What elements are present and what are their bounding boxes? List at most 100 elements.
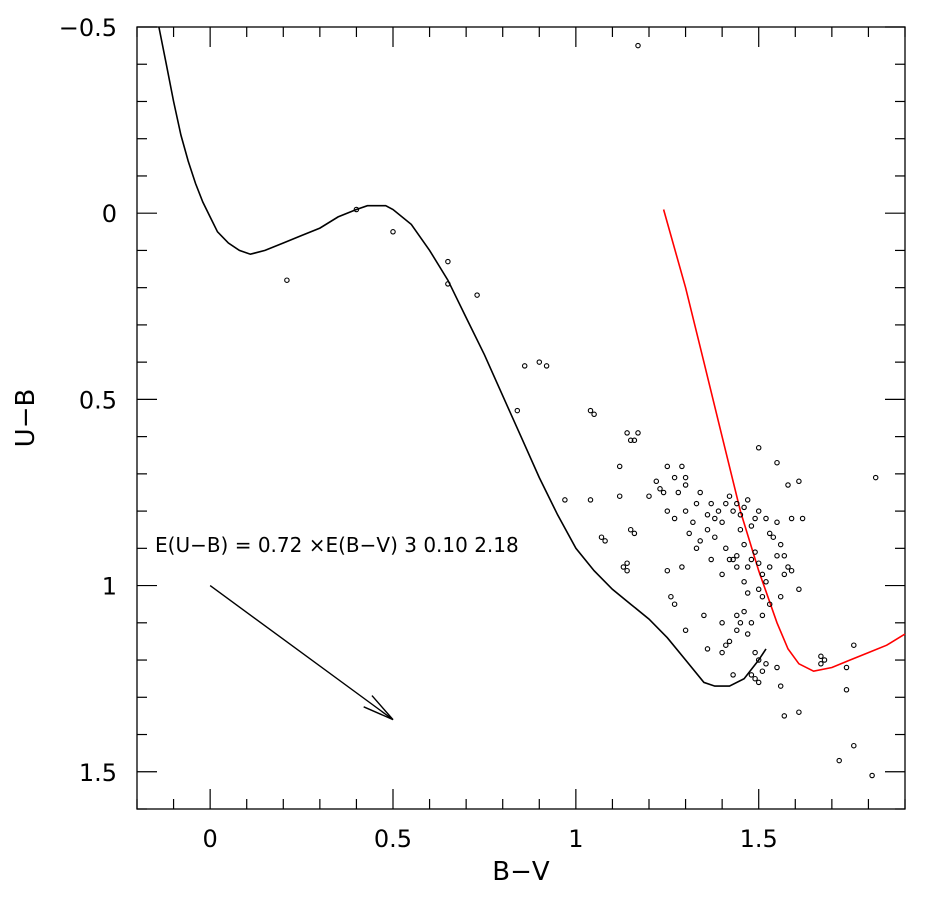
star-point xyxy=(734,612,740,619)
star-point xyxy=(536,359,543,365)
star-point xyxy=(755,560,762,566)
star-point xyxy=(624,567,630,574)
star-point xyxy=(704,526,711,533)
star-point xyxy=(697,489,703,496)
star-point xyxy=(781,571,788,578)
y-tick-label: −0.5 xyxy=(59,14,117,42)
star-point xyxy=(752,649,758,656)
y-tick-label: 1 xyxy=(102,573,117,601)
star-point xyxy=(693,500,700,507)
star-point xyxy=(697,538,703,544)
reddening-arrow-shaft xyxy=(209,585,394,721)
star-point xyxy=(624,560,630,566)
star-point xyxy=(796,478,802,485)
star-point xyxy=(701,612,707,619)
star-point xyxy=(723,500,729,507)
star-point xyxy=(763,515,769,522)
star-point xyxy=(284,277,290,283)
star-point xyxy=(774,519,780,526)
star-point xyxy=(851,742,857,749)
star-point xyxy=(821,657,828,663)
star-point xyxy=(671,601,678,607)
star-point xyxy=(682,482,689,488)
star-point xyxy=(796,586,802,593)
x-tick-label: 1.5 xyxy=(740,825,778,853)
star-point xyxy=(759,593,766,600)
star-point xyxy=(353,206,360,213)
star-point xyxy=(843,687,850,693)
star-point xyxy=(766,564,773,570)
star-point xyxy=(755,445,762,451)
star-point xyxy=(752,515,758,522)
star-point xyxy=(774,459,780,466)
y-tick-label: 1.5 xyxy=(79,759,117,787)
star-point xyxy=(679,564,685,570)
star-point xyxy=(664,508,671,514)
star-point xyxy=(587,407,594,414)
star-point xyxy=(726,638,733,645)
star-point xyxy=(744,564,751,570)
star-point xyxy=(664,567,671,574)
star-point xyxy=(445,258,451,265)
star-point xyxy=(777,683,784,689)
star-point xyxy=(726,493,733,499)
star-point xyxy=(744,497,751,503)
star-point xyxy=(777,593,784,600)
star-point xyxy=(752,549,758,555)
star-point xyxy=(704,646,711,652)
star-point xyxy=(390,229,396,235)
star-point xyxy=(660,489,667,496)
star-point xyxy=(737,512,744,518)
star-point xyxy=(785,482,791,488)
star-point xyxy=(734,553,740,559)
y-tick-label: 0 xyxy=(102,200,117,228)
star-point xyxy=(737,620,744,626)
star-point xyxy=(616,463,623,470)
star-point xyxy=(646,493,652,499)
x-axis-label: B−V xyxy=(492,857,550,887)
star-point xyxy=(627,437,634,444)
star-point xyxy=(631,530,638,537)
star-point xyxy=(679,463,685,470)
star-point xyxy=(755,508,762,514)
star-point xyxy=(781,553,788,559)
axis-tick-labels: 0 0.5 1 1.5 −0.5 0 0.5 1 1.5 xyxy=(59,14,778,853)
star-point xyxy=(712,515,718,522)
star-point xyxy=(843,664,850,671)
star-point xyxy=(587,497,594,503)
star-point xyxy=(616,493,623,499)
star-point xyxy=(723,642,729,648)
reddening-arrow-head xyxy=(363,695,394,721)
star-point xyxy=(708,556,714,563)
star-point xyxy=(836,757,842,764)
star-point xyxy=(712,534,718,540)
star-point xyxy=(851,642,857,648)
star-point xyxy=(774,664,780,671)
star-point xyxy=(715,508,722,514)
reddening-annotation: E(U−B) = 0.72 ×E(B−V) 3 0.10 2.18 xyxy=(155,533,519,557)
x-tick-label: 0.5 xyxy=(374,825,412,853)
star-point xyxy=(737,526,744,533)
star-point xyxy=(682,508,689,514)
star-point xyxy=(704,512,711,518)
star-point xyxy=(818,661,824,667)
star-point xyxy=(719,519,725,526)
star-point xyxy=(872,474,879,481)
star-point xyxy=(748,672,755,678)
star-point xyxy=(682,627,689,634)
star-point xyxy=(602,538,608,544)
y-axis-label: U−B xyxy=(11,389,41,448)
star-point xyxy=(748,556,755,563)
star-point xyxy=(620,564,627,570)
star-point xyxy=(744,631,751,637)
star-point xyxy=(755,679,762,686)
star-point xyxy=(774,553,780,559)
star-point xyxy=(445,281,451,287)
y-tick-label: 0.5 xyxy=(79,386,117,414)
star-point xyxy=(741,579,747,585)
x-tick-label: 0 xyxy=(203,825,218,853)
star-point xyxy=(723,545,729,552)
star-point xyxy=(562,497,568,503)
star-point xyxy=(781,713,788,719)
star-point xyxy=(759,571,766,578)
